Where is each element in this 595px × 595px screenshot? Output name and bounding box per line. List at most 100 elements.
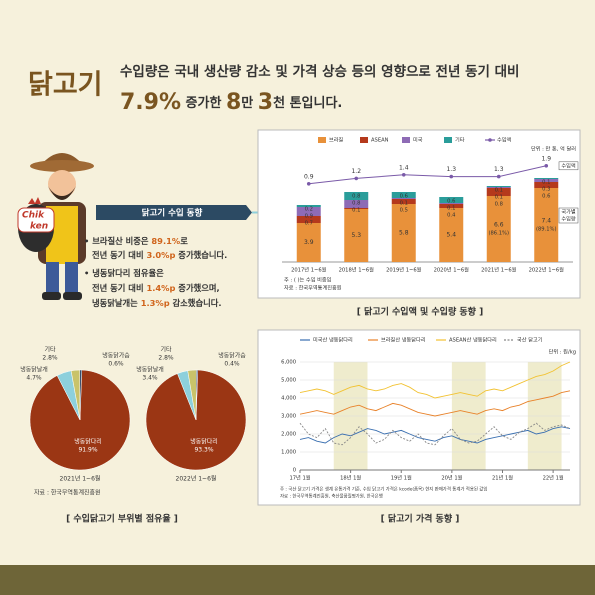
bullet-text: 전년 동기 대비	[92, 283, 146, 293]
value-label: 0.5	[400, 208, 408, 214]
bar-segment	[534, 182, 559, 188]
value-label: 0.8	[352, 194, 360, 200]
bullet-line: • 냉동닭다리 점유율은	[84, 268, 164, 278]
bar-segment	[296, 216, 321, 223]
value-label: 1.2	[351, 168, 361, 175]
pie-value: 2.8%	[158, 355, 174, 362]
bar-segment	[534, 178, 559, 179]
share-label: (89.1%)	[536, 227, 557, 233]
pie-value: 2.8%	[42, 355, 58, 362]
y-tick-label: 3,000	[281, 414, 296, 420]
text: 입니다.	[302, 95, 343, 111]
value-label: 0.9	[304, 173, 314, 180]
value-label: 0.1	[400, 201, 408, 207]
bullet-text: 전년 동기 대비	[92, 250, 146, 260]
series-line	[299, 426, 571, 444]
main-title: 닭고기	[28, 70, 103, 101]
bullet-text: 감소했습니다.	[170, 298, 222, 308]
pie-label: 냉동닭다리	[190, 438, 218, 446]
x-tick-label: 2019년 1~6월	[386, 266, 422, 274]
legend-swatch	[402, 137, 410, 143]
bar-segment	[344, 208, 369, 209]
caption: [ 닭고기 가격 동향 ]	[381, 513, 460, 525]
legend-label: ASEAN산 냉동닭다리	[449, 336, 497, 344]
pie-label: 냉동닭가슴	[102, 352, 130, 360]
bar-segment	[391, 199, 416, 204]
bottom-band	[0, 565, 595, 595]
banner-title: 닭고기 수입 동향	[142, 208, 203, 219]
line-point	[401, 173, 406, 177]
pie-caption: [ 수입닭고기 부위별 점유율 ]	[66, 513, 178, 525]
bullet-text: 3.0%p	[146, 250, 175, 260]
value-label: 0.1	[542, 180, 550, 186]
caption: [ 닭고기 수입액 및 수입량 동향 ]	[357, 306, 483, 318]
value-label: 1.4	[399, 164, 409, 171]
bar-segment	[486, 187, 511, 188]
line-point	[496, 174, 501, 179]
bullet-text: 1.3%p	[141, 298, 170, 308]
value-label: 0.7	[305, 221, 313, 227]
legend-label: ASEAN	[371, 138, 389, 144]
pie-label: 냉동닭가슴	[218, 352, 246, 360]
value-label: 0.3	[542, 187, 550, 193]
line-point	[306, 182, 311, 186]
line-point	[544, 164, 549, 168]
bullet-text: 증가했습니다.	[175, 250, 227, 260]
pie-label: 냉동닭날개	[20, 366, 48, 374]
x-tick-label: 2020년 1~6월	[434, 266, 470, 274]
value-label: 7.4	[541, 218, 551, 225]
pie-value: 0.4%	[224, 361, 240, 368]
value-label: 5.3	[351, 232, 361, 239]
series-line	[299, 361, 571, 399]
figure: 8	[226, 90, 241, 115]
value-label: 0.8	[352, 201, 360, 207]
value-label: 0.1	[495, 195, 503, 201]
bar-segment	[534, 188, 559, 262]
y-tick-label: 5,000	[281, 378, 296, 384]
headline-figures: 7.9% 증가한 8만 3천 톤입니다.	[120, 90, 342, 115]
bar-segment	[391, 192, 416, 198]
figure: 3	[258, 90, 273, 115]
value-label: 5.4	[446, 232, 456, 239]
value-label: 1.3	[494, 166, 504, 173]
side-box	[558, 161, 579, 171]
y-tick-label: 1,000	[281, 450, 296, 456]
bar-segment	[296, 205, 321, 207]
y-tick-label: 6,000	[281, 360, 296, 366]
pie-value: 0.6%	[108, 361, 124, 368]
bullet-text: • 냉동닭다리 점유율은	[84, 268, 164, 278]
line	[308, 165, 547, 185]
note: 자료 : 한국무역통계진흥원, 축산물품질평가원, 한국은행	[280, 493, 383, 500]
y-tick-label: 2,000	[281, 432, 296, 438]
side-box	[558, 207, 579, 224]
x-tick-label: 2017년 1~6월	[291, 266, 327, 274]
value-label: 0.4	[447, 213, 456, 219]
bullet-text: 증가했으며,	[175, 283, 219, 293]
bullet-line: • 브라질산 비중은 89.1%로	[84, 236, 188, 246]
bullet-text: 로	[180, 236, 188, 246]
legend-swatch	[360, 137, 368, 143]
pie-label: 기타	[44, 346, 56, 354]
y-tick-label: 4,000	[281, 396, 296, 402]
legend-swatch	[444, 137, 452, 143]
value-label: 0.1	[495, 188, 503, 194]
text: 천 톤	[273, 96, 301, 111]
series-line	[299, 422, 571, 446]
value-label: 0.6	[447, 199, 455, 205]
bar-segment	[344, 192, 369, 200]
pie-slice	[79, 369, 83, 421]
bullet-text: 냉동닭날개는	[92, 298, 141, 308]
legend-label: 미국	[413, 136, 423, 144]
value-label: 0.8	[495, 202, 503, 208]
unit: 단위 : 만 톤, 억 달러	[531, 145, 576, 153]
bar-segment	[486, 188, 511, 196]
banner	[96, 205, 252, 220]
x-tick-label: 2021년 1~6월	[481, 266, 517, 274]
legend-label: 미국산 냉동닭다리	[313, 336, 353, 344]
bar-segment	[344, 209, 369, 262]
x-tick-label: 22년 1월	[543, 474, 564, 482]
value-label: 1.3	[446, 166, 456, 173]
value-label: 0.9	[305, 214, 313, 220]
legend-label: 수입액	[497, 136, 512, 144]
